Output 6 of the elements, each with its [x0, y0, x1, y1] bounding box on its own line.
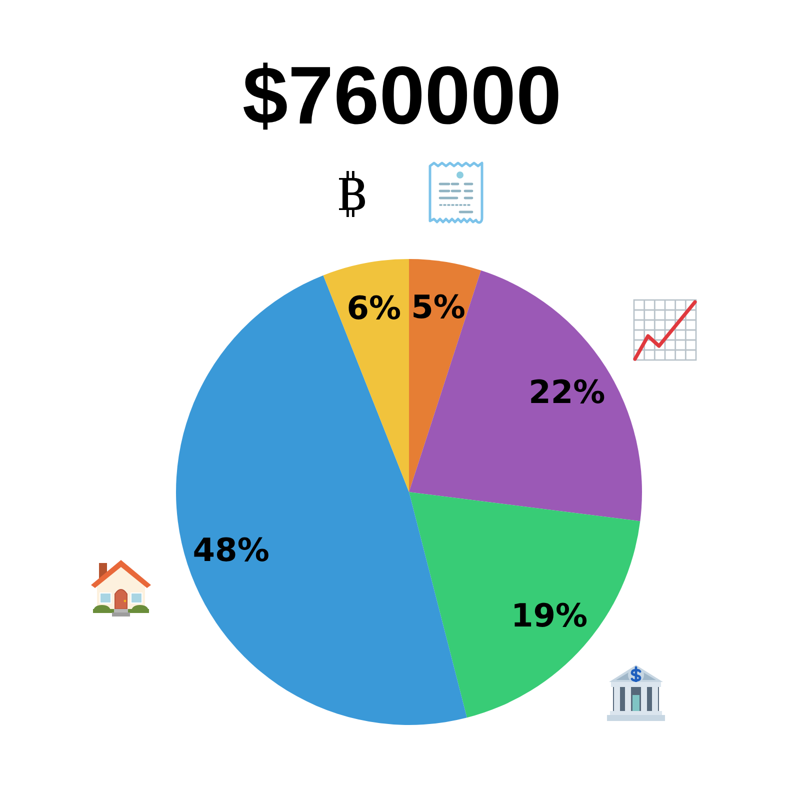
data-label: 22% [528, 372, 606, 411]
data-label: 5% [411, 288, 466, 326]
data-label: 19% [511, 596, 588, 635]
data-label: 6% [346, 289, 402, 328]
chart-title: $760000 [242, 50, 562, 142]
data-label: 48% [192, 530, 270, 569]
